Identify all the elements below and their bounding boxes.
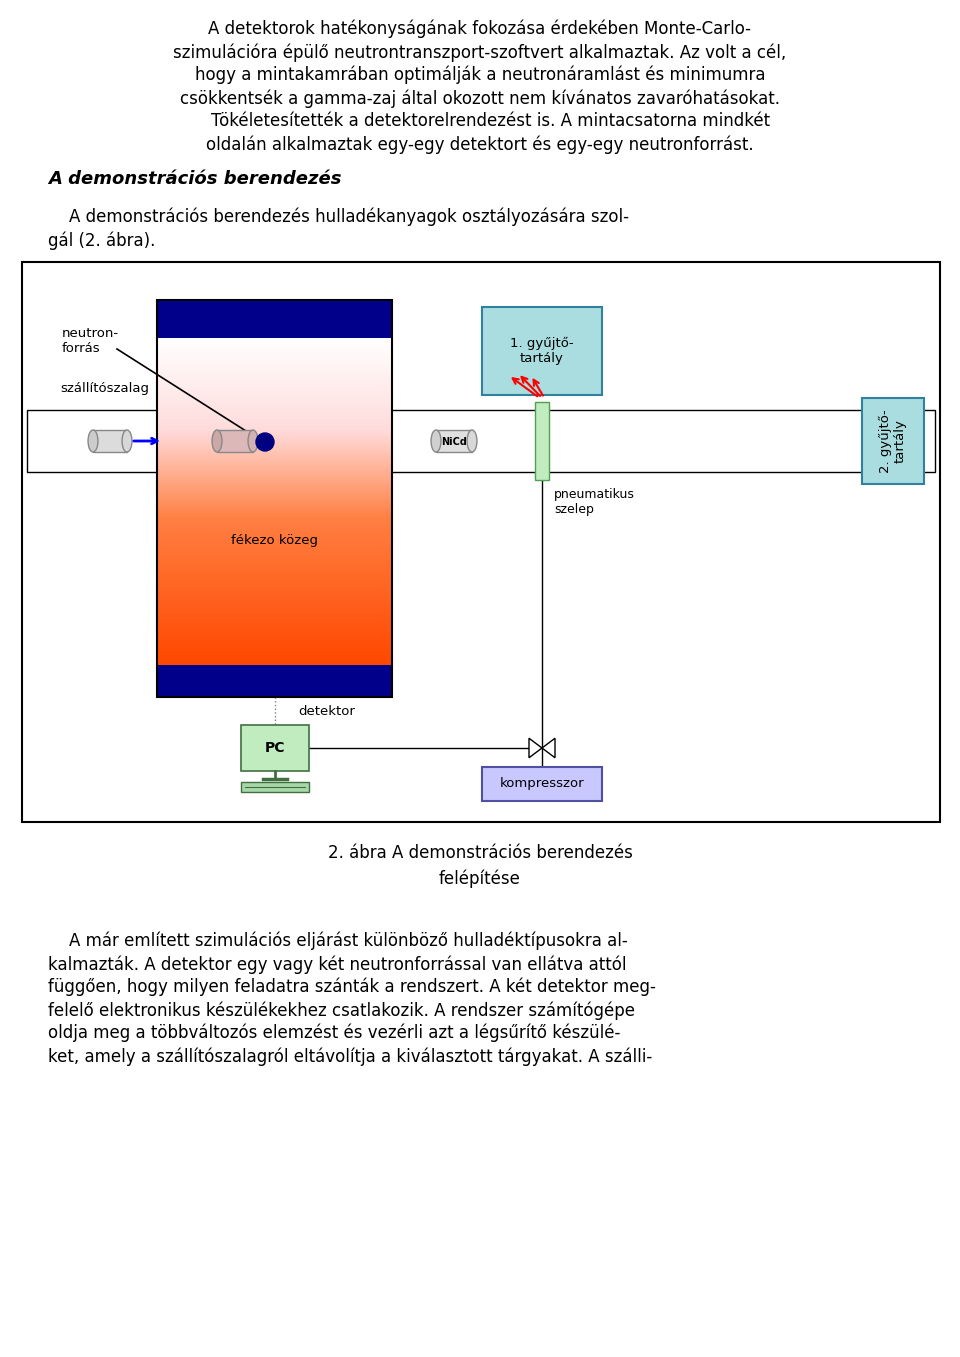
Ellipse shape: [88, 430, 98, 452]
Bar: [157, 665, 392, 697]
Text: detektor: detektor: [298, 706, 355, 718]
Text: szállítószalag: szállítószalag: [60, 383, 149, 395]
Text: felelő elektronikus készülékekhez csatlakozik. A rendszer számítógépe: felelő elektronikus készülékekhez csatla…: [48, 1001, 635, 1019]
Text: hogy a mintakamrában optimálják a neutronáramlást és minimumra: hogy a mintakamrában optimálják a neutro…: [195, 66, 765, 84]
Bar: [241, 725, 308, 771]
Text: PC: PC: [264, 741, 285, 754]
Text: A demonstrációs berendezés hulladékanyagok osztályozására szol-: A demonstrációs berendezés hulladékanyag…: [48, 208, 629, 227]
Text: szimulációra épülő neutrontranszport-szoftvert alkalmaztak. Az volt a cél,: szimulációra épülő neutrontranszport-szo…: [174, 43, 786, 61]
Polygon shape: [542, 738, 555, 757]
Bar: [27, 410, 935, 472]
Text: A detektorok hatékonyságának fokozása érdekében Monte-Carlo-: A detektorok hatékonyságának fokozása ér…: [208, 20, 752, 38]
Ellipse shape: [248, 430, 258, 452]
Polygon shape: [529, 738, 542, 757]
Text: A demonstrációs berendezés: A demonstrációs berendezés: [48, 170, 342, 189]
Text: 1. gyűjtő-
tartály: 1. gyűjtő- tartály: [510, 337, 574, 365]
Text: csökkentsék a gamma-zaj által okozott nem kívánatos zavaróhatásokat.: csökkentsék a gamma-zaj által okozott ne…: [180, 90, 780, 107]
Text: pneumatikus
szelep: pneumatikus szelep: [554, 489, 635, 516]
Ellipse shape: [122, 430, 132, 452]
Bar: [217, 430, 253, 452]
Text: oldalán alkalmaztak egy-egy detektort és egy-egy neutronforrást.: oldalán alkalmaztak egy-egy detektort és…: [206, 134, 754, 153]
Text: NiCd: NiCd: [441, 437, 467, 446]
Text: 2. gyűjtő-
tartály: 2. gyűjtő- tartály: [879, 410, 907, 472]
Text: Tökéletesítették a detektorelrendezést is. A mintacsatorna mindkét: Tökéletesítették a detektorelrendezést i…: [190, 113, 770, 130]
Bar: [436, 430, 472, 452]
Text: kalmazták. A detektor egy vagy két neutronforrással van ellátva attól: kalmazták. A detektor egy vagy két neutr…: [48, 955, 627, 973]
Text: A már említett szimulációs eljárást különböző hulladéktípusokra al-: A már említett szimulációs eljárást külö…: [48, 932, 628, 950]
Ellipse shape: [468, 430, 477, 452]
Bar: [482, 307, 602, 395]
Text: kompresszor: kompresszor: [500, 778, 585, 791]
Bar: [157, 300, 392, 697]
Circle shape: [256, 433, 274, 451]
Text: függően, hogy milyen feladatra szánták a rendszert. A két detektor meg-: függően, hogy milyen feladatra szánták a…: [48, 978, 656, 996]
Bar: [22, 262, 940, 822]
Text: oldja meg a többváltozós elemzést és vezérli azt a légsűrítő készülé-: oldja meg a többváltozós elemzést és vez…: [48, 1025, 620, 1042]
Text: neutron-
forrás: neutron- forrás: [62, 327, 119, 356]
Bar: [93, 430, 127, 452]
Ellipse shape: [431, 430, 441, 452]
Bar: [157, 300, 392, 338]
Bar: [482, 767, 602, 801]
Text: ket, amely a szállítószalagról eltávolítja a kiválasztott tárgyakat. A szálli-: ket, amely a szállítószalagról eltávolít…: [48, 1048, 652, 1065]
Bar: [862, 398, 924, 484]
Text: fékezo közeg: fékezo közeg: [231, 535, 318, 547]
Ellipse shape: [212, 430, 222, 452]
Text: felépítése: felépítése: [439, 870, 521, 889]
Text: 2. ábra A demonstrációs berendezés: 2. ábra A demonstrációs berendezés: [327, 844, 633, 862]
Bar: [535, 402, 549, 480]
Text: gál (2. ábra).: gál (2. ábra).: [48, 231, 156, 250]
Bar: [241, 782, 308, 792]
